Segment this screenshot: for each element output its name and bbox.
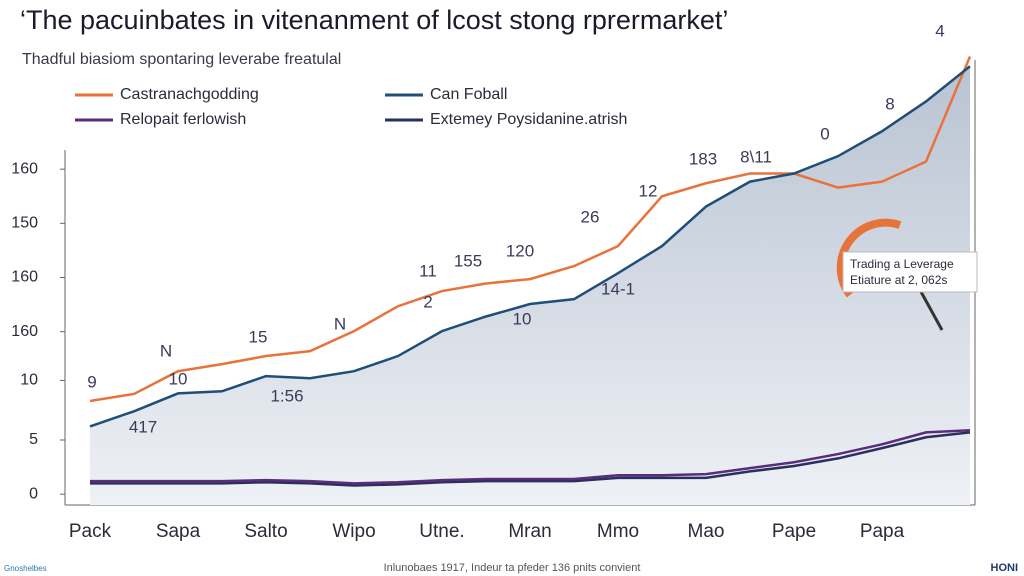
x-tick-label: Pack: [69, 521, 112, 542]
y-tick-label: 160: [11, 160, 38, 177]
annotation: N: [334, 314, 346, 333]
legend-label: Castranachgodding: [120, 86, 259, 103]
y-tick-label: 160: [11, 269, 38, 286]
annotation: 8: [885, 94, 894, 113]
x-tick-label: Papa: [860, 521, 905, 542]
x-tick-label: Mmo: [597, 521, 639, 542]
annotation: 0: [820, 124, 829, 143]
annotation: 9: [87, 372, 96, 391]
footer: Inlunobaes 1917, Indeur ta pfeder 136 pn…: [384, 562, 641, 574]
annotation: 417: [129, 417, 157, 436]
annotation: 2: [423, 292, 432, 311]
y-tick-label: 10: [20, 372, 38, 389]
x-tick-label: Sapa: [156, 521, 201, 542]
y-tick-label: 0: [29, 485, 38, 502]
x-tick-label: Mao: [688, 521, 725, 542]
annotation: N: [160, 341, 172, 360]
series-line: [89, 65, 971, 428]
x-tick-label: Pape: [772, 521, 816, 542]
annotation: 183: [689, 149, 717, 168]
legend-label: Can Foball: [430, 86, 507, 103]
legend-label: Relopait ferlowish: [120, 111, 246, 128]
x-tick-label: Utne.: [419, 521, 464, 542]
callout-box: [842, 251, 978, 293]
series-line: [90, 431, 971, 487]
annotation: 8\11: [740, 147, 772, 166]
y-tick-label: 5: [29, 431, 38, 448]
annotation: 10: [169, 369, 188, 388]
logo-left: Gnoshelbes: [4, 564, 47, 573]
annotation: 26: [581, 207, 600, 226]
annotation: 1:56: [270, 386, 303, 405]
annotation: 10: [513, 309, 532, 328]
y-tick-label: 150: [11, 215, 38, 232]
series-line: [90, 429, 971, 485]
x-tick-label: Mran: [508, 521, 551, 542]
annotation: 14-1: [601, 279, 635, 298]
x-tick-label: Wipo: [332, 521, 375, 542]
annotation: 155: [454, 251, 482, 270]
area-fill: [90, 66, 970, 505]
y-tick-label: 160: [11, 323, 38, 340]
callout-pointer: [918, 289, 944, 331]
annotation: 12: [639, 181, 658, 200]
annotation: 120: [506, 241, 534, 260]
callout-text: Trading a Leverage: [850, 257, 954, 271]
logo-right: HONI: [991, 562, 1019, 574]
chart-title: ‘The pacuinbates in vitenanment of lcost…: [20, 5, 728, 35]
chart-subtitle: Thadful biasiom spontaring leverabe frea…: [22, 51, 341, 68]
legend-label: Extemey Poysidanine.atrish: [430, 111, 627, 128]
x-tick-label: Salto: [244, 521, 287, 542]
callout-text: Etiature at 2, 062s: [850, 273, 947, 287]
annotation: 4: [935, 21, 944, 40]
series-line: [89, 56, 972, 403]
annotation: 11: [419, 261, 437, 280]
annotation: 15: [249, 327, 268, 346]
